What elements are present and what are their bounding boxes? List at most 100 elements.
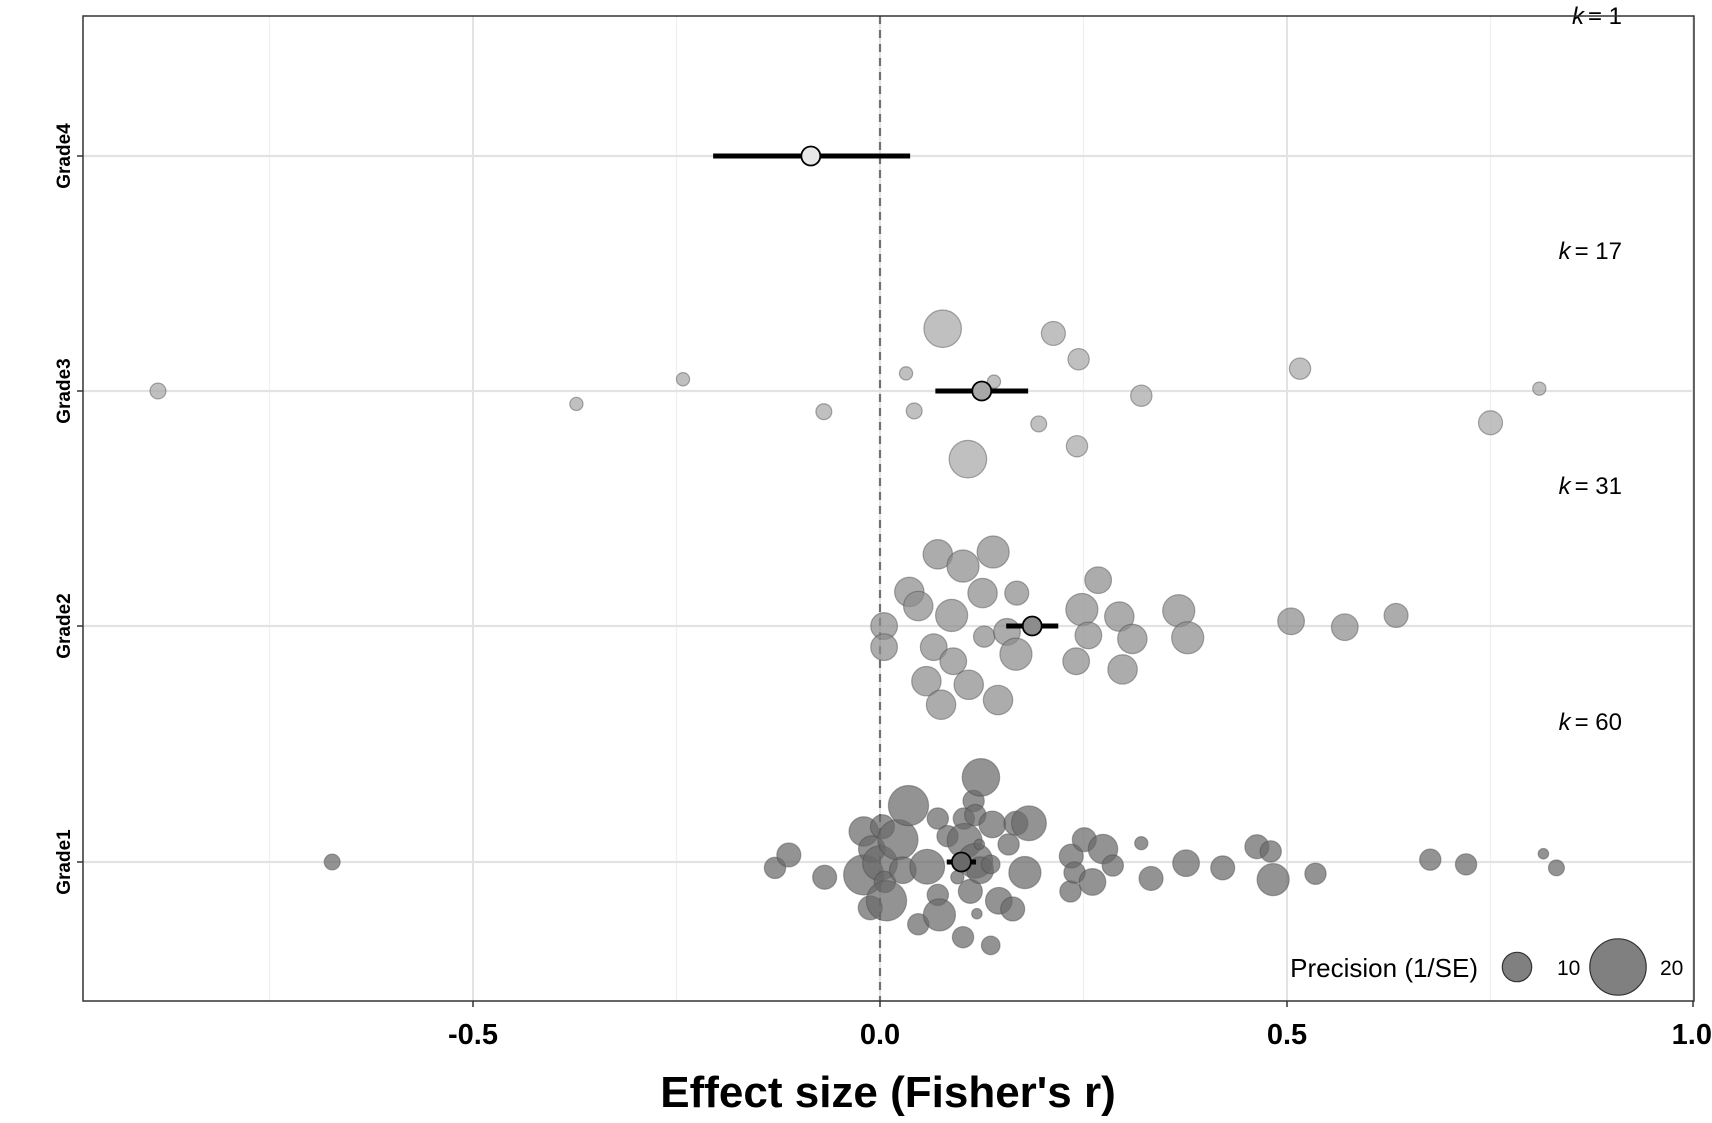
legend-key-circle — [1589, 938, 1647, 996]
study-point — [905, 402, 923, 420]
study-point — [1065, 592, 1099, 627]
pooled-estimate-point — [971, 380, 993, 402]
study-point — [957, 878, 983, 904]
study-point — [922, 898, 957, 932]
x-axis-label: Effect size (Fisher's r) — [660, 1068, 1116, 1117]
study-point — [776, 842, 802, 868]
study-point — [1117, 623, 1148, 655]
study-point — [865, 880, 908, 922]
study-point — [925, 689, 957, 721]
pooled-estimate-point — [1021, 615, 1043, 637]
k-label: k = 31 — [1559, 473, 1622, 500]
study-point — [1074, 621, 1103, 650]
k-label-value: = 17 — [1575, 238, 1622, 265]
size-legend: Precision (1/SE) 10 20 — [1290, 938, 1683, 996]
study-point — [1259, 840, 1282, 863]
k-label: k = 17 — [1559, 238, 1622, 265]
study-point — [939, 647, 968, 676]
study-point — [972, 625, 996, 648]
k-label-letter: k — [1559, 238, 1573, 265]
study-point — [1304, 862, 1327, 885]
study-point — [986, 374, 1002, 389]
study-point — [961, 758, 1001, 797]
study-point — [1030, 415, 1048, 433]
study-point — [1004, 580, 1030, 606]
study-point — [946, 549, 980, 583]
pooled-estimates — [713, 145, 1059, 873]
k-label-letter: k — [1559, 709, 1573, 736]
study-point — [1383, 602, 1409, 629]
study-point — [1330, 613, 1359, 642]
x-tick-label: 0.0 — [860, 1019, 900, 1051]
study-point — [902, 590, 934, 622]
study-point — [1008, 855, 1042, 890]
study-point — [909, 848, 946, 885]
x-tick-label: 0.5 — [1267, 1019, 1307, 1051]
study-point — [951, 925, 975, 949]
study-point — [1010, 805, 1047, 842]
study-point — [967, 577, 998, 609]
k-label-letter: k — [1559, 473, 1573, 500]
study-point — [1277, 607, 1306, 636]
study-point — [997, 833, 1020, 856]
y-axis-ticks: Grade4 Grade3 Grade2 Grade1 — [54, 123, 83, 895]
study-point — [1104, 601, 1135, 632]
study-point — [1419, 848, 1442, 871]
study-point — [323, 853, 341, 871]
study-point — [1134, 836, 1149, 851]
study-point — [1547, 859, 1565, 877]
study-point — [971, 907, 983, 920]
k-label: k = 60 — [1559, 709, 1622, 736]
study-point — [919, 633, 948, 662]
study-point — [934, 598, 969, 633]
k-labels: k = 1k = 17k = 31k = 60 — [1559, 3, 1622, 736]
study-point — [1065, 434, 1089, 458]
pooled-estimate-point — [951, 851, 972, 873]
pooled-estimate-point — [800, 145, 822, 167]
study-point — [1059, 880, 1082, 903]
x-tick-label: -0.5 — [448, 1019, 498, 1051]
y-tick-label: Grade4 — [54, 123, 75, 189]
study-point — [1067, 348, 1090, 371]
study-point — [1256, 862, 1290, 897]
study-point — [982, 684, 1014, 716]
x-axis-ticks: -0.5 0.0 0.5 1.0 — [448, 1001, 1712, 1051]
study-point — [1040, 320, 1066, 347]
study-point — [923, 309, 963, 349]
study-point — [1000, 896, 1026, 922]
study-point — [978, 810, 1007, 839]
study-point — [1532, 381, 1547, 396]
y-tick-label: Grade1 — [54, 829, 75, 895]
legend-key-label: 20 — [1660, 957, 1683, 980]
k-label-value: = 60 — [1575, 709, 1622, 736]
study-point — [149, 382, 167, 400]
legend-key-circle — [1501, 951, 1533, 983]
study-points — [149, 309, 1565, 956]
study-point — [1477, 410, 1504, 436]
study-point — [980, 854, 1001, 875]
study-point — [1107, 654, 1138, 685]
study-point — [812, 864, 838, 890]
study-point — [948, 439, 988, 479]
study-point — [1062, 647, 1091, 676]
study-point — [870, 633, 899, 662]
panel-border — [82, 15, 1695, 1002]
study-point — [675, 372, 691, 387]
study-point — [1130, 384, 1153, 407]
study-point — [898, 366, 914, 381]
study-point — [887, 784, 930, 827]
study-point — [973, 838, 986, 851]
study-point — [1138, 865, 1164, 892]
legend-title: Precision (1/SE) — [1290, 953, 1478, 983]
legend-key-label: 10 — [1557, 957, 1580, 980]
study-point — [1101, 854, 1125, 877]
study-point — [1210, 855, 1236, 881]
study-point — [1078, 868, 1107, 896]
study-point — [569, 396, 584, 412]
study-point — [1288, 357, 1312, 380]
study-point — [1537, 847, 1550, 860]
study-point — [815, 403, 833, 421]
study-point — [1084, 566, 1113, 595]
